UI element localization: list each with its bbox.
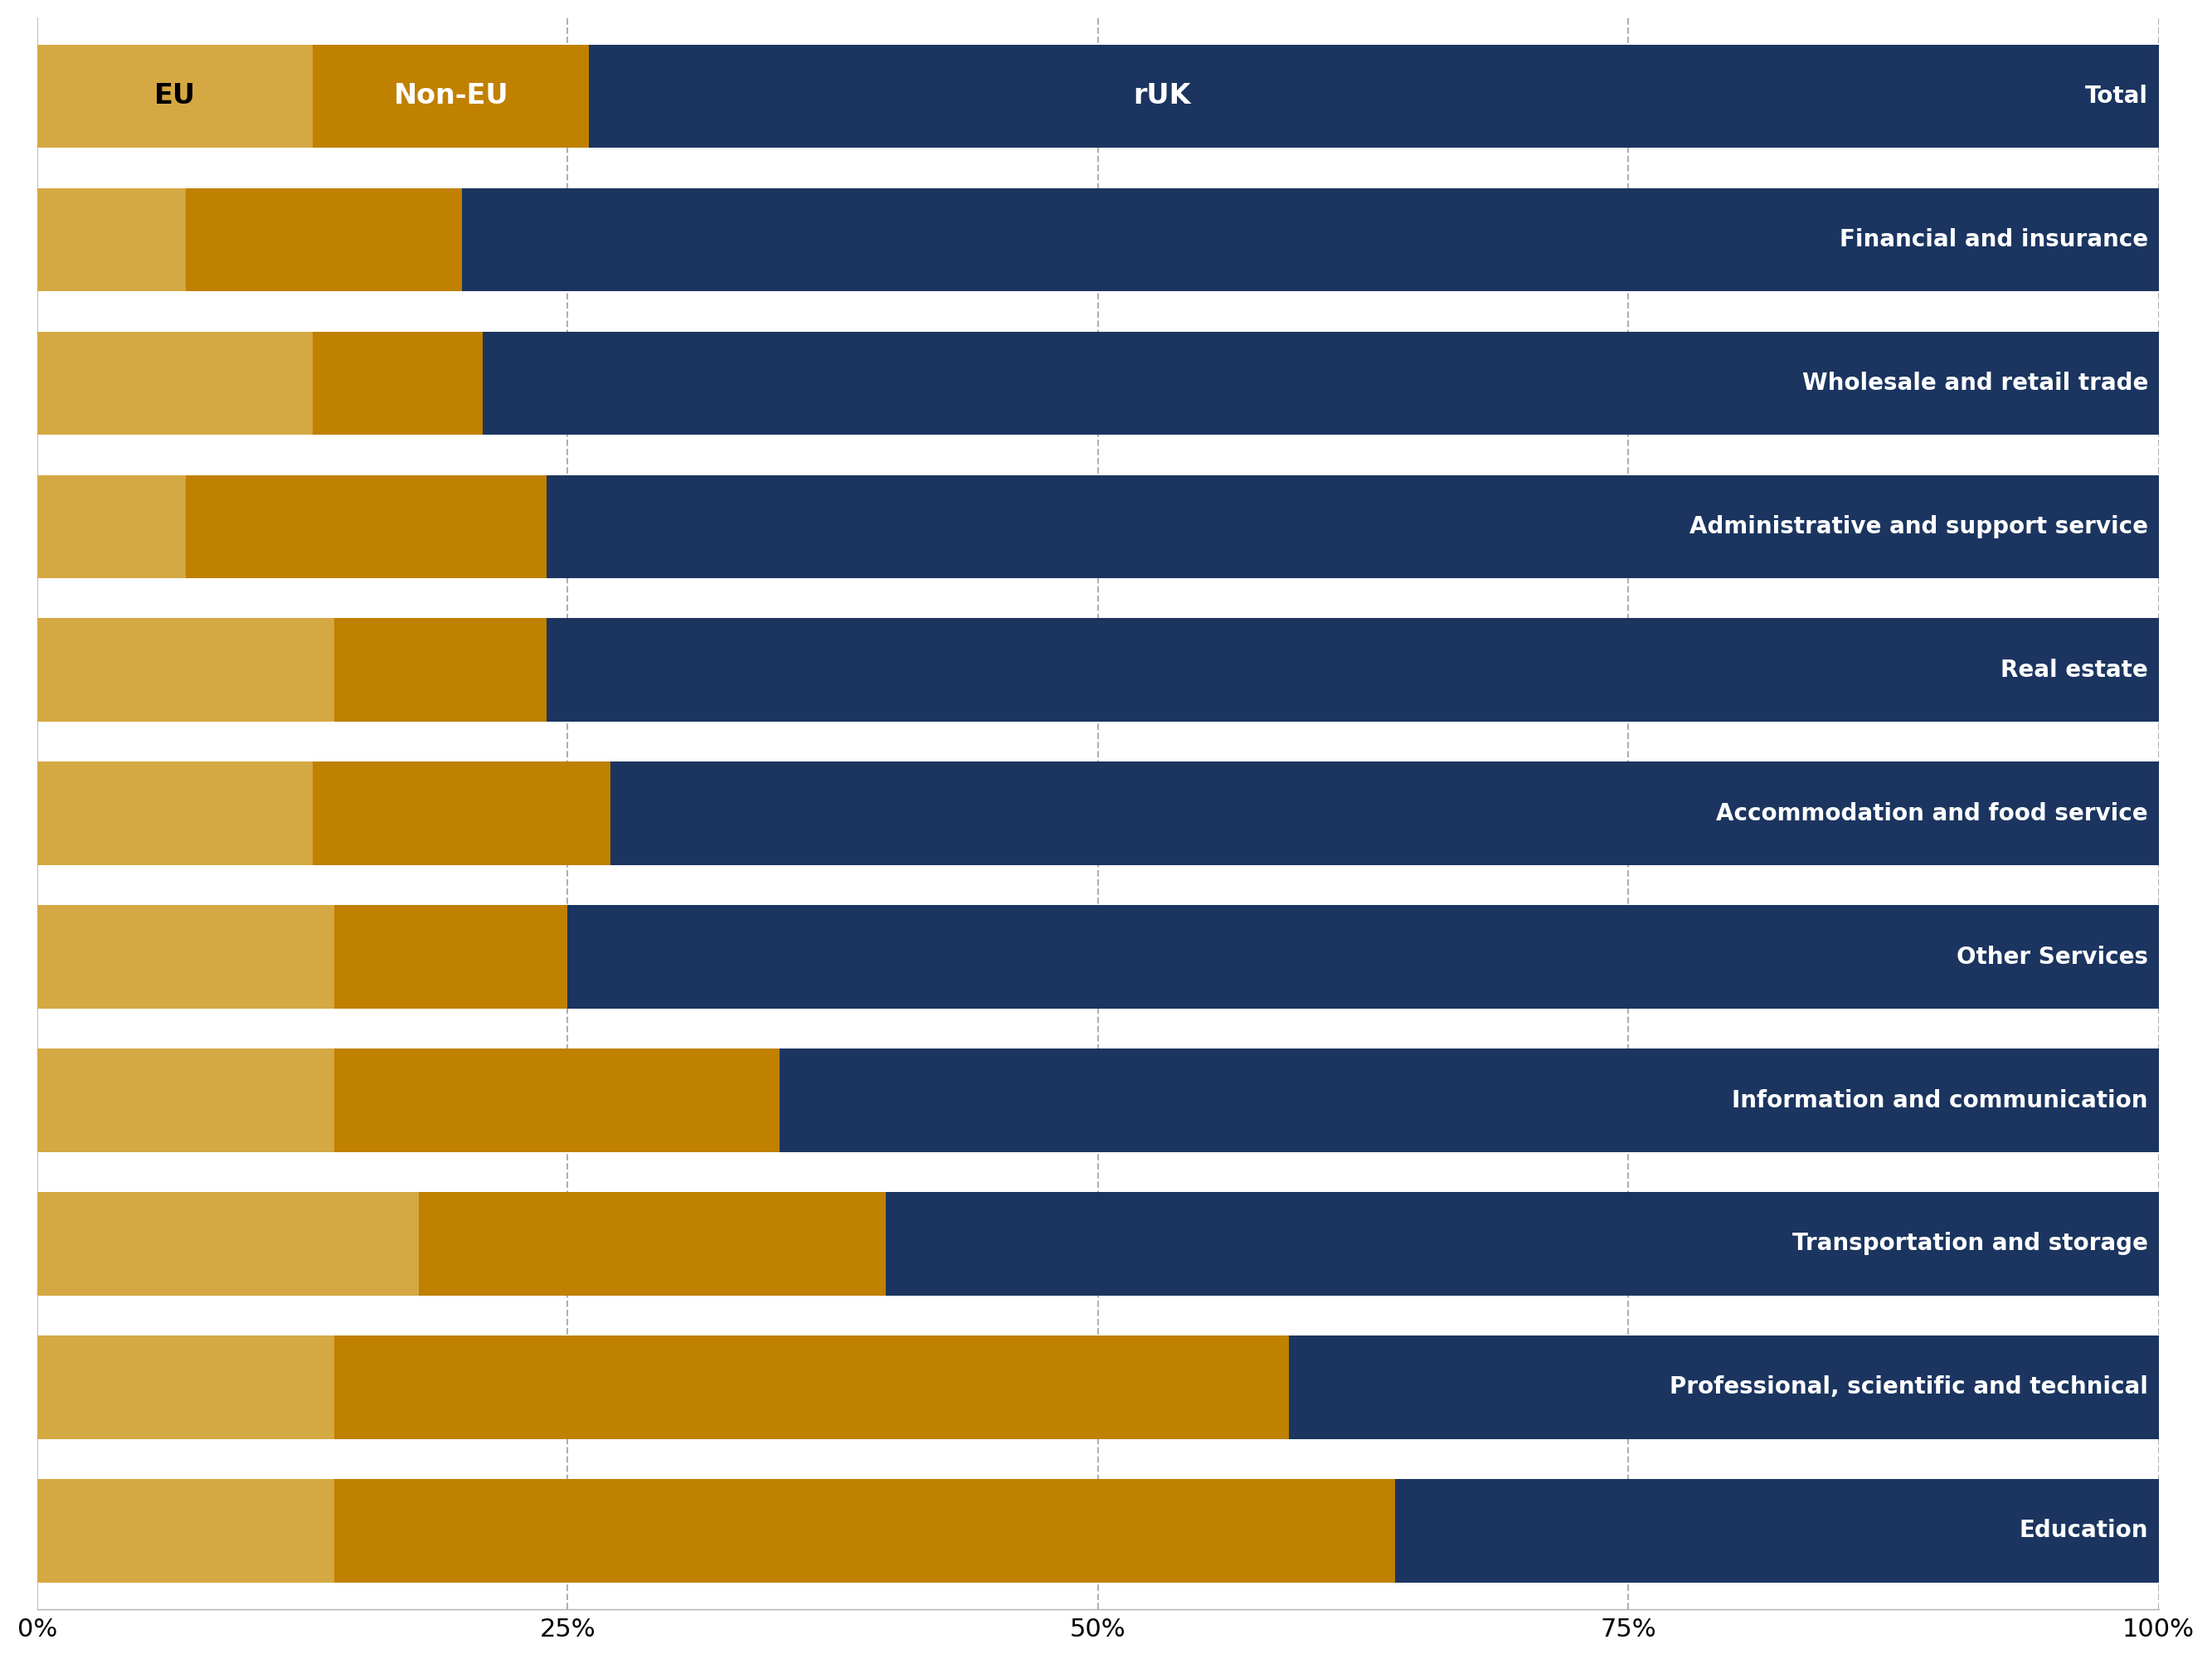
Bar [38, 1048, 334, 1151]
Text: Other Services: Other Services [1955, 946, 2148, 969]
Bar [38, 1335, 334, 1438]
Bar [334, 1335, 1290, 1438]
Text: Real estate: Real estate [2000, 659, 2148, 682]
Text: Total: Total [2086, 85, 2148, 108]
Bar [314, 332, 482, 435]
Text: Administrative and support service: Administrative and support service [1690, 514, 2148, 538]
Bar [38, 332, 314, 435]
Text: Non-EU: Non-EU [394, 83, 509, 109]
Bar [1396, 1480, 2159, 1583]
Bar [38, 1193, 418, 1296]
Bar [568, 906, 2159, 1009]
Text: Wholesale and retail trade: Wholesale and retail trade [1803, 372, 2148, 395]
Bar [418, 1193, 885, 1296]
Bar [482, 332, 2159, 435]
Bar [334, 906, 568, 1009]
Text: Accommodation and food service: Accommodation and food service [1717, 801, 2148, 825]
Bar [38, 619, 334, 722]
Bar [38, 906, 334, 1009]
Bar [781, 1048, 2159, 1151]
Bar [186, 187, 462, 292]
Text: rUK: rUK [1133, 83, 1190, 109]
Bar [38, 1480, 334, 1583]
Text: Professional, scientific and technical: Professional, scientific and technical [1670, 1375, 2148, 1399]
Text: Financial and insurance: Financial and insurance [1840, 227, 2148, 251]
Text: Information and communication: Information and communication [1732, 1088, 2148, 1112]
Bar [334, 619, 546, 722]
Text: Transportation and storage: Transportation and storage [1792, 1233, 2148, 1256]
Bar [314, 45, 588, 148]
Bar [1290, 1335, 2159, 1438]
Bar [38, 187, 186, 292]
Bar [611, 761, 2159, 864]
Bar [462, 187, 2159, 292]
Bar [38, 45, 314, 148]
Bar [334, 1048, 781, 1151]
Bar [38, 474, 186, 579]
Text: EU: EU [155, 83, 197, 109]
Bar [885, 1193, 2159, 1296]
Bar [38, 761, 314, 864]
Text: Education: Education [2020, 1520, 2148, 1543]
Bar [186, 474, 546, 579]
Bar [546, 619, 2159, 722]
Bar [546, 474, 2159, 579]
Bar [588, 45, 2159, 148]
Bar [314, 761, 611, 864]
Bar [334, 1480, 1396, 1583]
